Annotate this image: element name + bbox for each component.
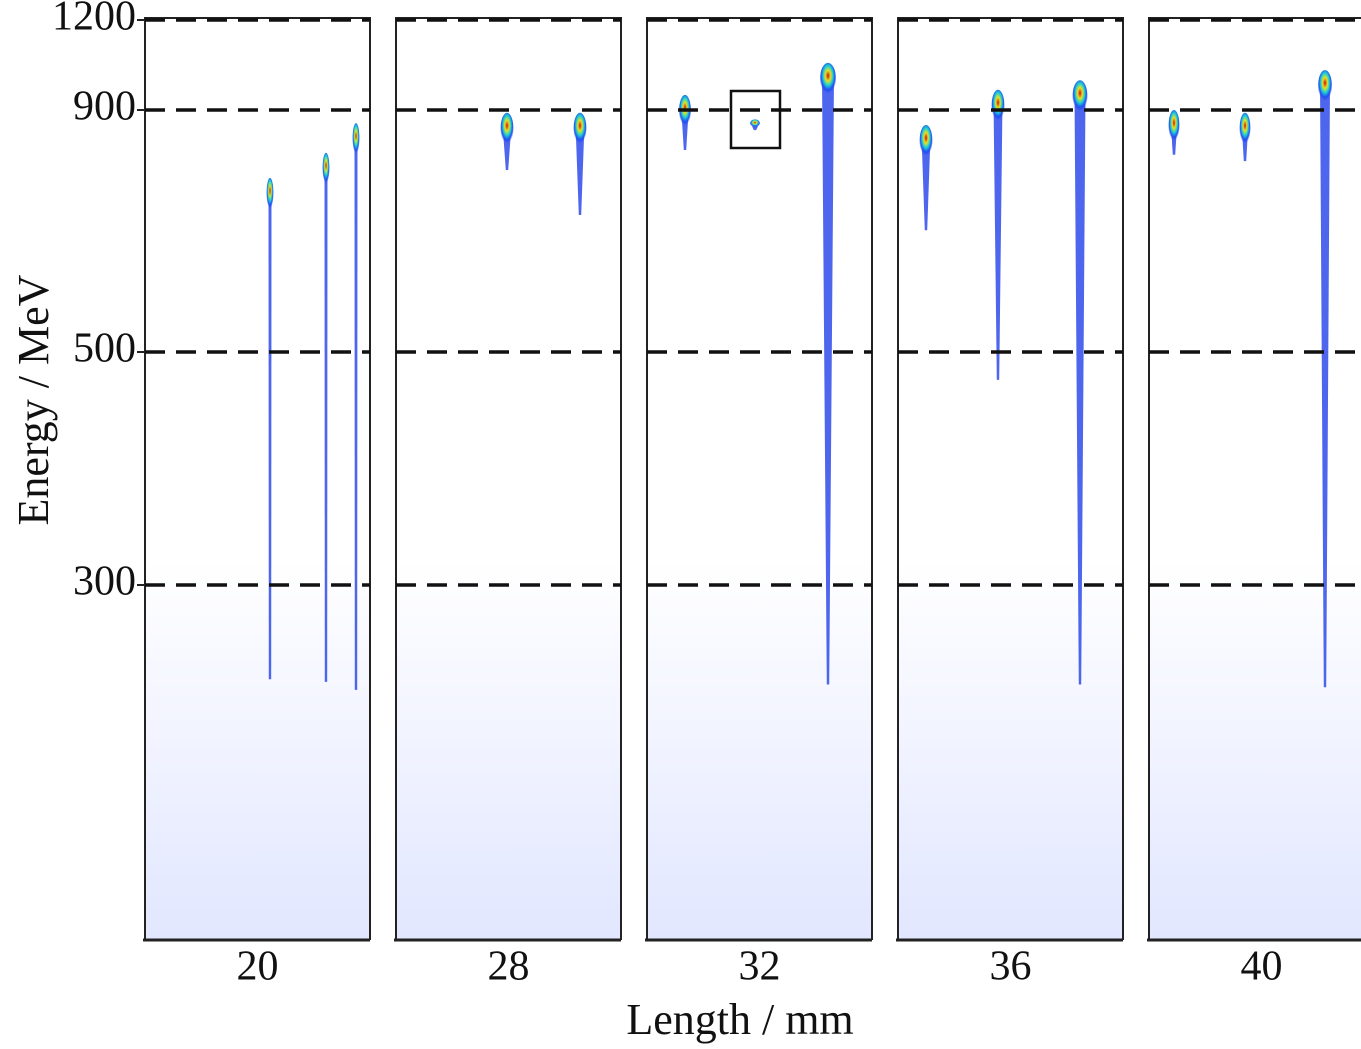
beam-tail	[993, 100, 1003, 380]
electron-beam	[991, 89, 1005, 380]
beam-tail	[354, 128, 358, 690]
beam-tail	[268, 182, 272, 680]
electron-beam	[750, 119, 760, 131]
x-tick-label: 40	[1241, 944, 1283, 990]
x-axis-label: Length / mm	[626, 995, 853, 1044]
x-tick-label: 20	[237, 944, 279, 990]
beam-head	[1239, 112, 1251, 145]
electron-beam	[352, 123, 360, 690]
electron-beam	[1168, 110, 1180, 155]
beam-head	[919, 125, 933, 158]
y-tick-label: 500	[73, 326, 136, 372]
beam-head	[573, 112, 587, 145]
electron-beam	[1072, 80, 1088, 685]
beam-head	[322, 152, 330, 185]
detector-noise	[898, 560, 1123, 940]
detector-noise	[647, 560, 872, 940]
beam-tail	[822, 76, 834, 685]
x-tick-label: 32	[739, 944, 781, 990]
panel-frame	[395, 17, 622, 940]
panel-frame	[1148, 17, 1361, 940]
beam-head	[500, 112, 514, 145]
panel-frame	[144, 17, 371, 940]
panel-frame	[646, 17, 873, 940]
electron-beam	[919, 125, 933, 231]
beam-layer	[266, 62, 1332, 690]
beam-tail	[324, 157, 328, 682]
axis-layer: 20 28 32 36 40 300 500 900 1200	[52, 0, 1361, 990]
beam-head	[820, 62, 836, 95]
beam-head	[352, 123, 360, 156]
electron-beam	[266, 177, 274, 680]
electron-beam	[573, 112, 587, 216]
electron-beam	[1318, 70, 1332, 688]
detector-noise	[145, 560, 370, 940]
electron-beam	[322, 152, 330, 682]
beam-tail	[1074, 93, 1086, 685]
beam-head	[1072, 80, 1088, 113]
x-tick-label: 36	[990, 944, 1032, 990]
beam-head	[266, 177, 274, 210]
background-layer	[145, 560, 1361, 940]
y-tick-label: 1200	[52, 0, 136, 40]
beam-tail	[1320, 82, 1330, 688]
y-tick-label: 900	[73, 84, 136, 130]
beam-head	[1168, 110, 1180, 143]
electron-beam	[679, 94, 691, 150]
highlight-box	[729, 89, 782, 150]
electron-beam	[820, 62, 836, 685]
y-axis-label: Energy / MeV	[9, 274, 58, 525]
beam-head	[1318, 70, 1332, 103]
beam-tail	[575, 123, 585, 216]
x-tick-label: 28	[488, 944, 530, 990]
y-tick-label: 300	[73, 559, 136, 605]
electron-beam	[1239, 112, 1251, 162]
beam-head	[991, 89, 1005, 122]
beam-head	[750, 119, 760, 128]
electron-beam	[500, 112, 514, 171]
detector-noise	[396, 560, 621, 940]
detector-noise	[1149, 560, 1361, 940]
panel-frame	[897, 17, 1124, 940]
beam-tail	[921, 136, 931, 231]
